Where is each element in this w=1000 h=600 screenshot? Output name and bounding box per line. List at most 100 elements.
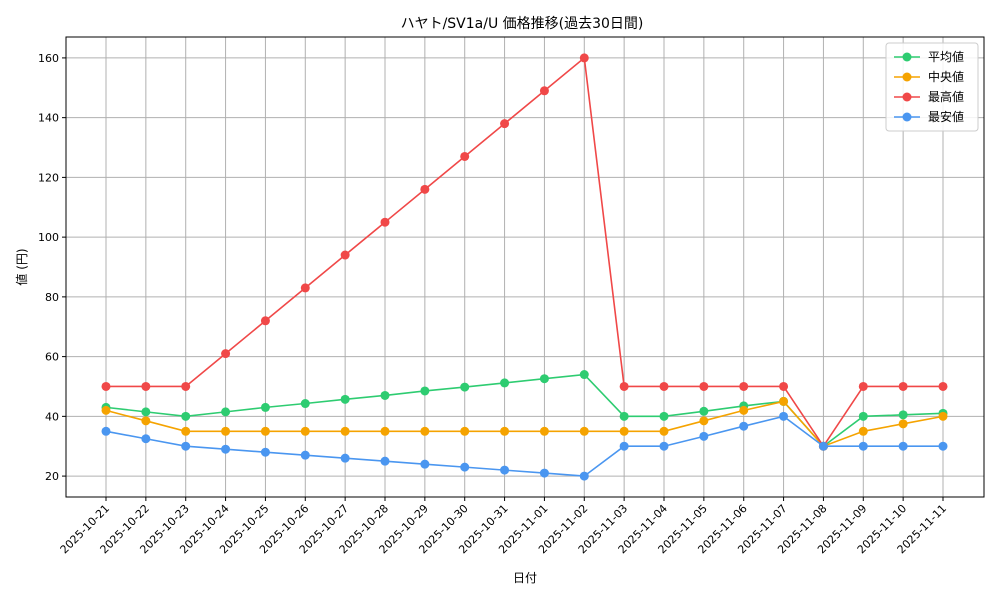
data-point (460, 382, 470, 392)
data-point (260, 402, 270, 412)
data-point (221, 444, 231, 454)
data-point (699, 416, 709, 426)
y-tick-label: 160 (38, 52, 59, 65)
y-tick-label: 20 (45, 470, 59, 483)
data-point (181, 381, 191, 391)
data-point (420, 184, 430, 194)
data-point (141, 416, 151, 426)
data-point (898, 441, 908, 451)
data-point (340, 426, 350, 436)
data-point (659, 426, 669, 436)
data-point (539, 468, 549, 478)
series-layer (101, 53, 948, 481)
y-tick-label: 80 (45, 291, 59, 304)
data-point (898, 419, 908, 429)
data-point (380, 426, 390, 436)
data-point (300, 450, 310, 460)
data-point (181, 426, 191, 436)
data-point (619, 426, 629, 436)
data-point (101, 426, 111, 436)
data-point (579, 370, 589, 380)
data-point (938, 411, 948, 421)
data-point (739, 381, 749, 391)
data-point (141, 434, 151, 444)
chart-title: ハヤト/SV1a/U 価格推移(過去30日間) (401, 16, 644, 32)
legend-box (885, 42, 979, 132)
data-point (818, 441, 828, 451)
y-axis-label: 値 (円) (14, 248, 29, 285)
data-point (779, 381, 789, 391)
data-point (141, 407, 151, 417)
data-point (500, 378, 510, 388)
legend-label: 中央値 (928, 69, 964, 84)
series-line (105, 415, 943, 477)
series-group (101, 53, 948, 451)
data-point (380, 390, 390, 400)
data-point (699, 381, 709, 391)
data-point (300, 283, 310, 293)
data-point (938, 441, 948, 451)
data-point (221, 349, 231, 359)
data-point (380, 456, 390, 466)
data-point (340, 250, 350, 260)
data-point (619, 381, 629, 391)
data-point (141, 381, 151, 391)
legend-marker (902, 72, 912, 82)
data-point (539, 374, 549, 384)
data-point (221, 426, 231, 436)
data-point (460, 426, 470, 436)
plot-frame (65, 36, 985, 498)
data-point (858, 411, 868, 421)
data-point (779, 396, 789, 406)
y-axis: 20 40 60 80 100 120 140 160 (38, 52, 66, 483)
data-point (619, 441, 629, 451)
data-point (619, 411, 629, 421)
data-point (181, 441, 191, 451)
x-axis: 2025-10-212025-10-222025-10-232025-10-24… (58, 497, 949, 556)
data-point (420, 426, 430, 436)
data-point (659, 441, 669, 451)
data-point (539, 426, 549, 436)
data-point (260, 316, 270, 326)
y-tick-label: 120 (38, 171, 59, 184)
series-line (106, 56, 943, 448)
data-point (300, 399, 310, 409)
data-point (260, 426, 270, 436)
data-point (500, 119, 510, 129)
series-group (101, 370, 948, 451)
data-point (101, 405, 111, 415)
data-point (380, 217, 390, 227)
y-tick-label: 40 (45, 410, 59, 423)
data-point (659, 381, 669, 391)
data-point (300, 426, 310, 436)
legend-marker (902, 112, 912, 122)
data-point (579, 471, 589, 481)
data-point (420, 459, 430, 469)
y-tick-label: 140 (38, 112, 59, 125)
data-point (858, 441, 868, 451)
data-point (699, 431, 709, 441)
data-point (340, 394, 350, 404)
data-point (221, 407, 231, 417)
data-point (699, 406, 709, 416)
data-point (101, 381, 111, 391)
data-point (500, 465, 510, 475)
data-point (181, 411, 191, 421)
data-point (858, 381, 868, 391)
data-point (579, 426, 589, 436)
x-axis-label: 日付 (513, 571, 537, 585)
data-point (260, 447, 270, 457)
series-line (105, 400, 944, 448)
data-point (420, 386, 430, 396)
data-point (539, 86, 549, 96)
data-point (938, 381, 948, 391)
data-point (460, 462, 470, 472)
y-tick-label: 100 (38, 231, 59, 244)
data-point (739, 405, 749, 415)
y-tick-label: 60 (45, 351, 59, 364)
legend-label: 平均値 (928, 49, 964, 64)
data-point (898, 410, 908, 420)
data-point (340, 453, 350, 463)
